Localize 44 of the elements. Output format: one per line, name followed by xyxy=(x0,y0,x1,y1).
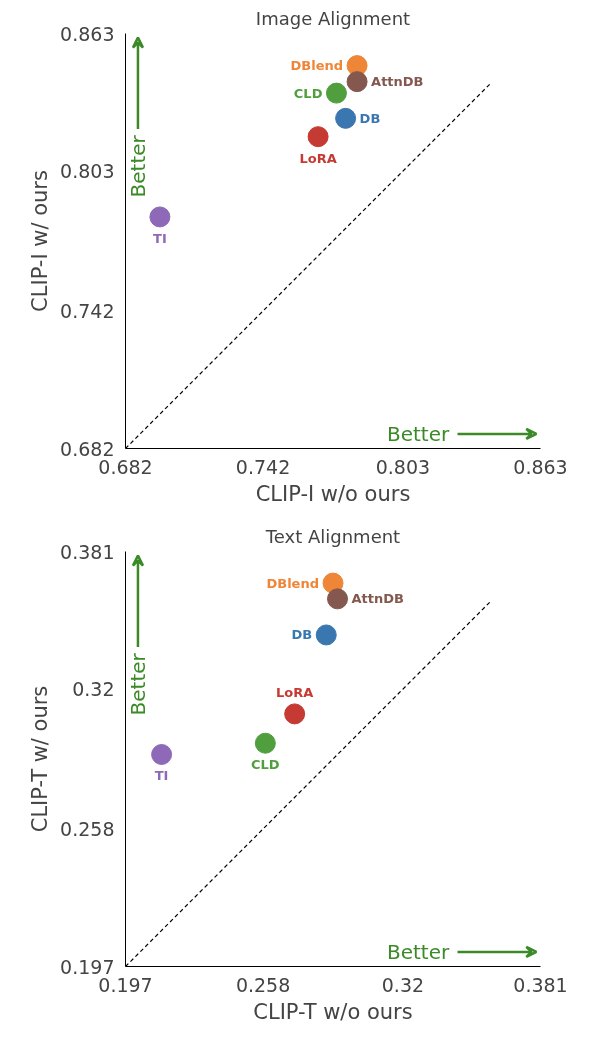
point xyxy=(327,588,349,610)
series-label: LoRA xyxy=(276,684,314,700)
point xyxy=(151,744,173,765)
point xyxy=(254,732,276,754)
annotation: Better xyxy=(386,421,450,446)
y-tick-label: 0.863 xyxy=(60,22,115,45)
chart-title: Text Alignment xyxy=(264,525,401,547)
series-label: DB xyxy=(291,627,313,643)
point xyxy=(307,126,329,148)
annotation: Better xyxy=(125,652,150,716)
point xyxy=(335,107,357,129)
y-tick-label: 0.258 xyxy=(60,817,115,840)
y-tick-label: 0.742 xyxy=(60,299,115,322)
point xyxy=(284,703,306,725)
series-label: CLD xyxy=(251,757,280,773)
y-tick-label: 0.32 xyxy=(72,678,115,701)
annotation: Better xyxy=(386,939,450,964)
series-label: AttnDB xyxy=(371,74,424,90)
series-label: DBlend xyxy=(266,575,320,591)
x-tick-label: 0.32 xyxy=(381,973,425,996)
x-axis-title: CLIP-I w/o ours xyxy=(255,481,411,506)
series-label: TI xyxy=(154,768,169,784)
series-label: LoRA xyxy=(299,150,337,166)
series-label: CLD xyxy=(293,85,323,101)
y-axis-title: CLIP-I w/ ours xyxy=(28,170,53,312)
series-label: TI xyxy=(153,230,167,246)
y-tick-label: 0.381 xyxy=(60,540,115,563)
annotation: Better xyxy=(125,134,150,198)
x-tick-label: 0.258 xyxy=(235,973,291,996)
point xyxy=(346,71,368,93)
point xyxy=(315,624,337,646)
x-tick-label: 0.863 xyxy=(513,455,568,478)
point xyxy=(149,206,171,228)
x-tick-label: 0.381 xyxy=(513,973,568,996)
y-axis-title: CLIP-T w/ ours xyxy=(28,685,53,833)
series-label: DBlend xyxy=(290,58,344,74)
chart-title: Image Alignment xyxy=(255,7,411,29)
series-label: AttnDB xyxy=(351,591,404,607)
x-axis-title: CLIP-T w/o ours xyxy=(253,999,413,1024)
point xyxy=(325,82,347,104)
y-tick-label: 0.803 xyxy=(60,160,115,183)
x-tick-label: 0.803 xyxy=(375,455,431,478)
x-tick-label: 0.742 xyxy=(235,455,291,478)
series-label: DB xyxy=(359,110,381,126)
